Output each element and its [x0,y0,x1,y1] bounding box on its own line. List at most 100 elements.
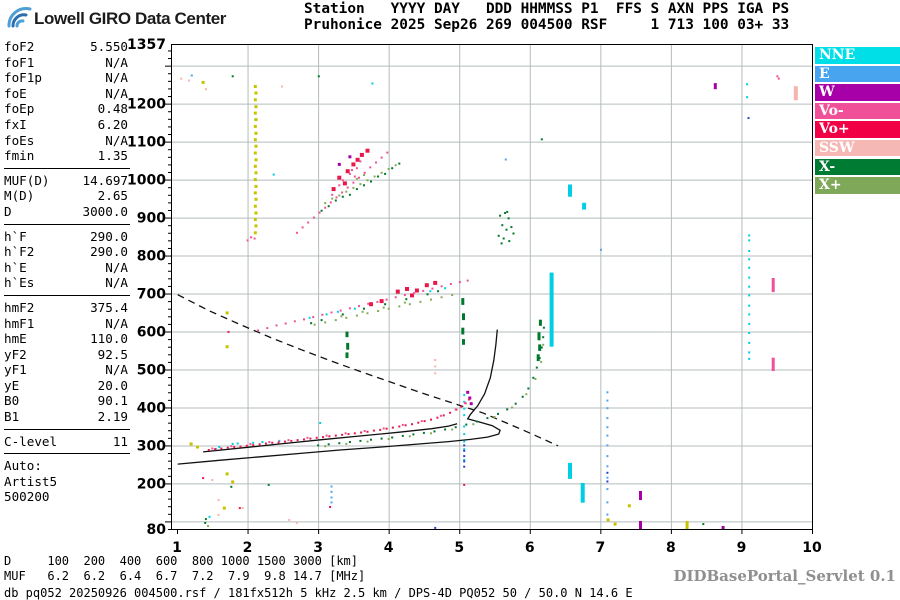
parameter-label: foF1p [4,70,42,86]
panel-separator [4,294,130,296]
legend-item-w: W [815,84,900,101]
echo-series-Vo+sq [331,148,438,307]
x-tick-label: 2 [243,540,253,556]
parameter-value: 3000.0 [82,203,129,219]
y-tick-label: 200 [137,476,166,492]
logo-title: Lowell GIRO Data Center [34,9,227,28]
echo-series-E [190,74,609,516]
panel-separator [4,453,130,455]
parameter-row: yF2 92.5 [4,347,128,363]
axis-ticks [165,50,813,534]
legend-item-x: X+ [815,177,900,194]
parameter-row: foF2 5.550 [4,39,128,55]
parameter-label: foE [4,85,27,101]
x-tick-label: 5 [454,540,464,556]
parameter-row: fxI 6.20 [4,117,128,133]
x-tick-label: 3 [313,540,323,556]
parameter-row: fmin 1.35 [4,148,128,164]
parameter-value: 0.48 [97,101,128,117]
parameter-value: N/A [105,259,128,275]
legend-item-vo: Vo+ [815,121,900,138]
echo-series-SSW [180,77,798,524]
y-tick-label: 1200 [127,97,166,113]
parameter-value: 290.0 [90,228,128,244]
y-tick-label: 1000 [127,173,166,189]
plot-frame [171,44,813,530]
parameter-panel: foF2 5.550 foF1 N/A foF1p N/A foE N/A foEp 0.48 fx… [4,39,130,505]
header-line2: Pruhonice 2025 Sep26 269 004500 RSF 1 71… [304,16,790,33]
parameter-row: hmE 110.0 [4,331,128,347]
parameter-value: 2.19 [97,409,128,425]
x-tick-label: 4 [384,540,394,556]
legend-item-e: E [815,65,900,83]
parameter-row: Auto: [4,458,128,474]
x-tick-label: 10 [802,540,822,556]
echo-series-Vo- [211,75,780,450]
curve-h-trace-fit [203,423,458,453]
parameter-label: h`E [4,259,27,275]
grid-lines [171,44,812,529]
parameter-value: 11 [112,433,128,449]
parameter-label: hmF1 [4,315,35,331]
parameter-label: Auto: [4,458,42,474]
y-tick-label: 800 [137,249,166,265]
parameter-row: 500200 [4,489,128,505]
parameter-row: yF1 N/A [4,362,128,378]
parameter-row: foF1 N/A [4,55,128,71]
profile-curves [177,294,559,465]
parameter-row: D 3000.0 [4,204,128,220]
parameter-value: 290.0 [90,244,128,260]
parameter-label: D [4,203,12,219]
curve-profile-nose [177,329,501,465]
parameter-value: 1.35 [97,148,128,164]
parameter-value: 20.0 [97,377,128,393]
y-tick-label: 1100 [127,135,166,151]
y-tick-label: 500 [137,362,166,378]
parameter-label: hmF2 [4,299,35,315]
direction-legend: NNE E W Vo- Vo+ SSW X- X+ [815,47,900,196]
parameter-label: M(D) [4,188,35,204]
parameter-row: h`F2 290.0 [4,244,128,260]
parameter-value: 90.1 [97,393,128,409]
y-tick-label: 1357 [127,37,166,53]
parameter-value: 14.697 [82,172,129,188]
parameter-value: 375.4 [90,299,128,315]
muf-table: D 100 200 400 600 800 1000 1500 3000 [km… [4,554,365,584]
legend-item-ssw: SSW [815,139,900,157]
parameter-row: C-level 11 [4,434,128,450]
x-tick-label: 8 [666,540,676,556]
parameter-value: N/A [105,85,128,101]
parameter-value: 110.0 [90,331,128,347]
parameter-row: M(D) 2.65 [4,188,128,204]
parameter-label: h`Es [4,275,35,291]
servlet-version-label: DIDBasePortal_Servlet 0.1 [673,567,896,585]
parameter-value: 6.20 [97,116,128,132]
parameter-row: h`F 290.0 [4,229,128,245]
echo-scatter-layer [180,74,798,529]
x-tick-label: 6 [525,540,535,556]
ionogram-header-block: Station YYYY DAY DDD HHMMSS P1 FFS S AXN… [304,1,790,33]
parameter-row: Artist5 [4,474,128,490]
parameter-value: N/A [105,132,128,148]
echo-series-NNE [208,82,751,518]
parameter-label: foF1 [4,54,35,70]
parameter-label: h`F [4,228,27,244]
parameter-label: fmin [4,148,35,164]
parameter-label: yF2 [4,346,27,362]
parameter-value: N/A [105,362,128,378]
echo-series-Vo+ [202,330,471,510]
y-tick-label: 900 [137,211,166,227]
y-tick-label: 80 [147,522,167,538]
echo-series-yellow [189,80,689,529]
parameter-value: 92.5 [97,346,128,362]
parameter-label: hmE [4,331,27,347]
parameter-label: foF2 [4,39,35,54]
parameter-row: foE N/A [4,86,128,102]
parameter-row: B0 90.1 [4,393,128,409]
parameter-label: Artist5 [4,473,58,489]
y-tick-label: 700 [137,287,166,303]
d-row: D 100 200 400 600 800 1000 1500 3000 [km… [4,554,359,568]
record-info-line: db pq052 20250926 004500.rsf / 181fx512h… [4,586,633,600]
